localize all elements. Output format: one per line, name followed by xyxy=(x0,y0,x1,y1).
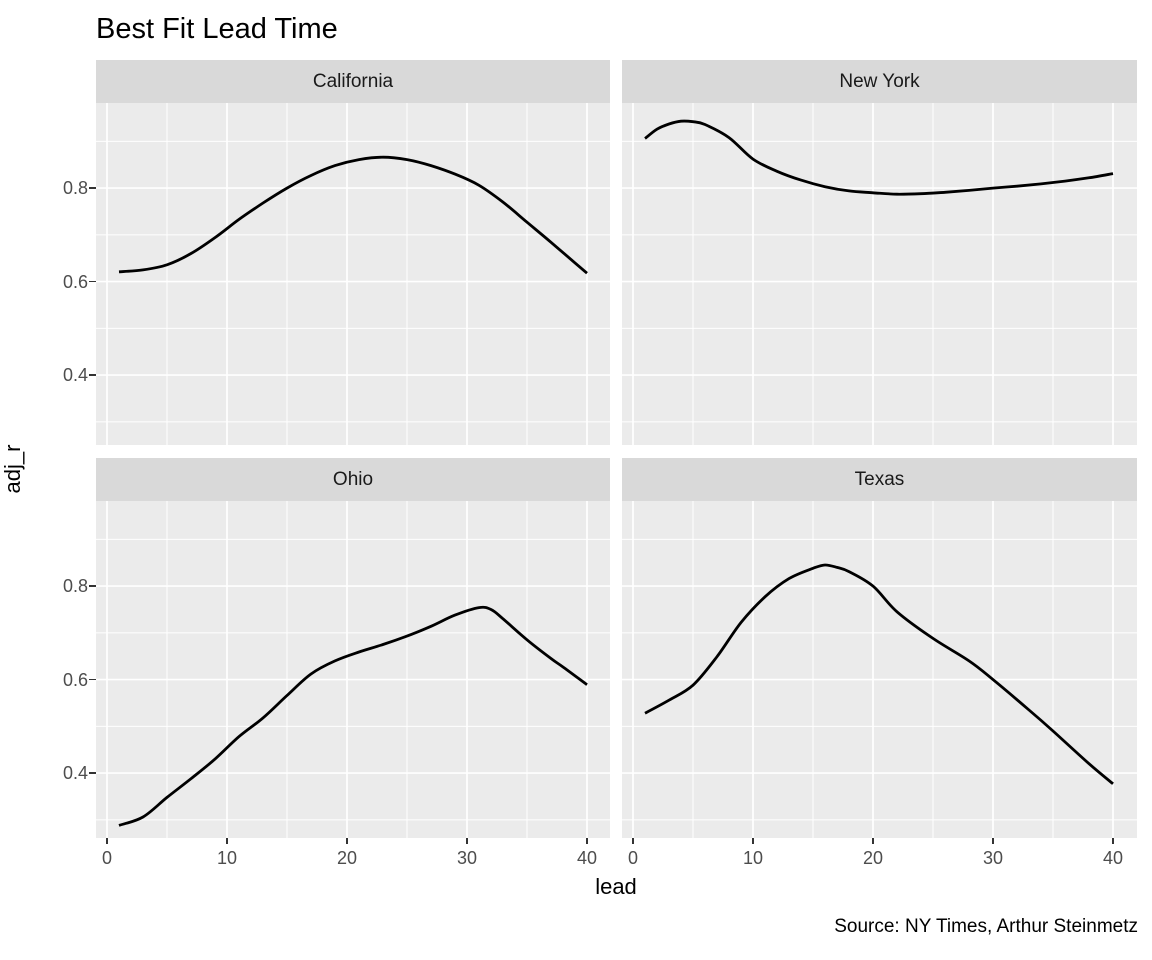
y-tick-label: 0.8 xyxy=(62,178,88,199)
facet-plot-svg xyxy=(622,103,1137,445)
facet-strip-label: New York xyxy=(839,70,920,92)
facet-plot-svg xyxy=(96,501,610,838)
x-tick-label: 30 xyxy=(982,848,1004,868)
y-tick-mark xyxy=(89,772,96,774)
x-tick-label: 40 xyxy=(1102,848,1124,868)
trend-line-texas xyxy=(644,563,1114,785)
trend-line-ohio xyxy=(118,605,588,827)
facet-plot-svg xyxy=(622,501,1137,838)
facet-plot-svg xyxy=(96,103,610,445)
y-tick-mark xyxy=(89,678,96,681)
y-tick-mark xyxy=(89,585,96,587)
x-tick-mark xyxy=(872,838,874,844)
x-tick-mark xyxy=(586,838,588,844)
y-tick-label: 0.6 xyxy=(62,669,88,690)
facet-panel-ohio xyxy=(96,501,610,838)
x-axis-title: lead xyxy=(595,874,637,899)
y-tick-label: 0.4 xyxy=(62,365,88,386)
trend-line-california xyxy=(118,155,588,275)
x-tick-mark xyxy=(106,838,108,844)
x-tick-mark xyxy=(346,838,348,844)
x-tick-label: 0 xyxy=(101,848,112,868)
panel-background xyxy=(96,103,610,445)
x-tick-label: 20 xyxy=(862,848,884,868)
facet-strip-new-york: New York xyxy=(622,60,1137,103)
x-tick-label: 10 xyxy=(216,848,238,868)
y-axis-title: adj_r xyxy=(0,444,25,494)
facet-strip-label: Texas xyxy=(854,468,905,490)
panel-background xyxy=(622,501,1137,838)
trend-line-new-york xyxy=(644,119,1114,196)
facet-panel-california xyxy=(96,103,610,445)
x-tick-label: 10 xyxy=(742,848,764,868)
facet-strip-california: California xyxy=(96,60,610,103)
y-tick-label: 0.8 xyxy=(62,576,88,597)
x-tick-label: 20 xyxy=(336,848,358,868)
chart-title: Best Fit Lead Time xyxy=(96,13,338,45)
facet-panel-new-york xyxy=(622,103,1137,445)
source-caption: Source: NY Times, Arthur Steinmetz xyxy=(834,916,1138,937)
panel-background xyxy=(96,501,610,838)
x-tick-mark xyxy=(632,838,634,844)
y-tick-mark xyxy=(89,374,96,376)
panel-background xyxy=(622,103,1137,445)
x-tick-mark xyxy=(466,838,468,844)
x-tick-mark xyxy=(752,838,754,844)
y-tick-mark xyxy=(89,187,96,189)
facet-strip-label: Ohio xyxy=(332,468,374,490)
x-tick-mark xyxy=(1112,838,1114,844)
y-tick-label: 0.4 xyxy=(62,763,88,784)
x-tick-mark xyxy=(992,838,994,844)
x-tick-label: 0 xyxy=(627,848,638,868)
y-tick-label: 0.6 xyxy=(62,271,88,292)
facet-panel-texas xyxy=(622,501,1137,838)
x-tick-label: 40 xyxy=(576,848,598,868)
facet-strip-label: California xyxy=(312,70,394,92)
x-tick-label: 30 xyxy=(456,848,478,868)
facet-strip-texas: Texas xyxy=(622,458,1137,501)
y-tick-mark xyxy=(89,280,96,283)
x-tick-mark xyxy=(226,838,228,844)
facet-strip-ohio: Ohio xyxy=(96,458,610,501)
